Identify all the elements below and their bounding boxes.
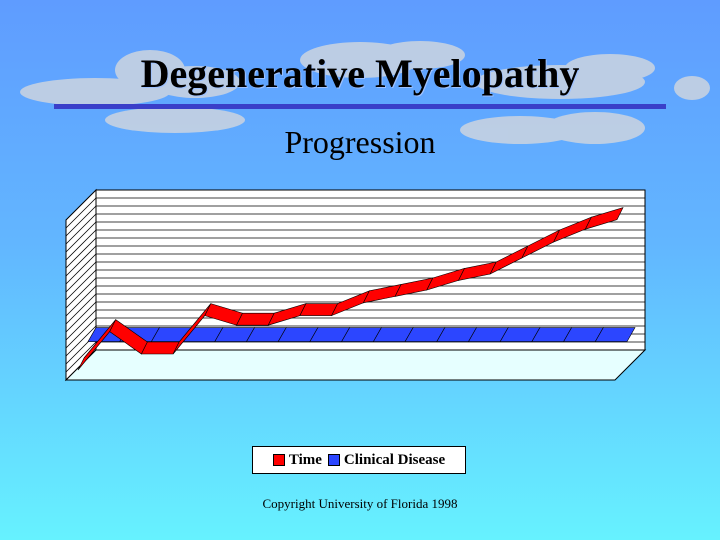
gridline-side — [65, 269, 97, 301]
copyright-text: Copyright University of Florida 1998 — [262, 496, 458, 511]
gridline-side — [65, 213, 97, 245]
legend-swatch-time — [272, 454, 285, 466]
legend-label-clinical-disease: Clinical Disease — [343, 451, 446, 468]
gridline-side — [65, 237, 97, 269]
legend-swatch-clinical-disease — [327, 454, 340, 466]
gridline-side — [65, 221, 97, 253]
clinical-disease-segment — [594, 327, 636, 342]
chart-legend: Time Clinical Disease — [252, 446, 466, 474]
progression-chart — [64, 188, 647, 382]
time-segment — [236, 312, 275, 326]
legend-item-clinical-disease: Clinical Disease — [327, 451, 446, 469]
legend-label-time: Time — [288, 451, 322, 468]
gridline-side — [65, 317, 97, 349]
title-underline — [54, 104, 666, 109]
gridline-side — [65, 261, 97, 293]
gridline-side — [65, 301, 97, 333]
time-segment — [140, 341, 180, 355]
gridline-side — [65, 205, 97, 237]
gridline-side — [65, 229, 97, 261]
clouds — [20, 41, 710, 144]
slide-title: Degenerative Myelopathy — [140, 51, 580, 96]
time-segment — [299, 303, 339, 316]
gridline-side — [65, 277, 97, 309]
gridline-side — [65, 341, 97, 373]
time-segment — [584, 207, 624, 230]
floor — [64, 349, 647, 381]
legend-item-time: Time — [272, 451, 322, 469]
gridline-side — [65, 325, 97, 357]
chart-subtitle: Progression — [284, 124, 436, 160]
gridline-side — [65, 309, 97, 341]
gridline-side — [65, 197, 97, 229]
gridline-side — [65, 245, 97, 277]
gridline-side — [65, 293, 97, 325]
gridline-side — [65, 285, 97, 317]
gridline-side — [65, 253, 97, 285]
